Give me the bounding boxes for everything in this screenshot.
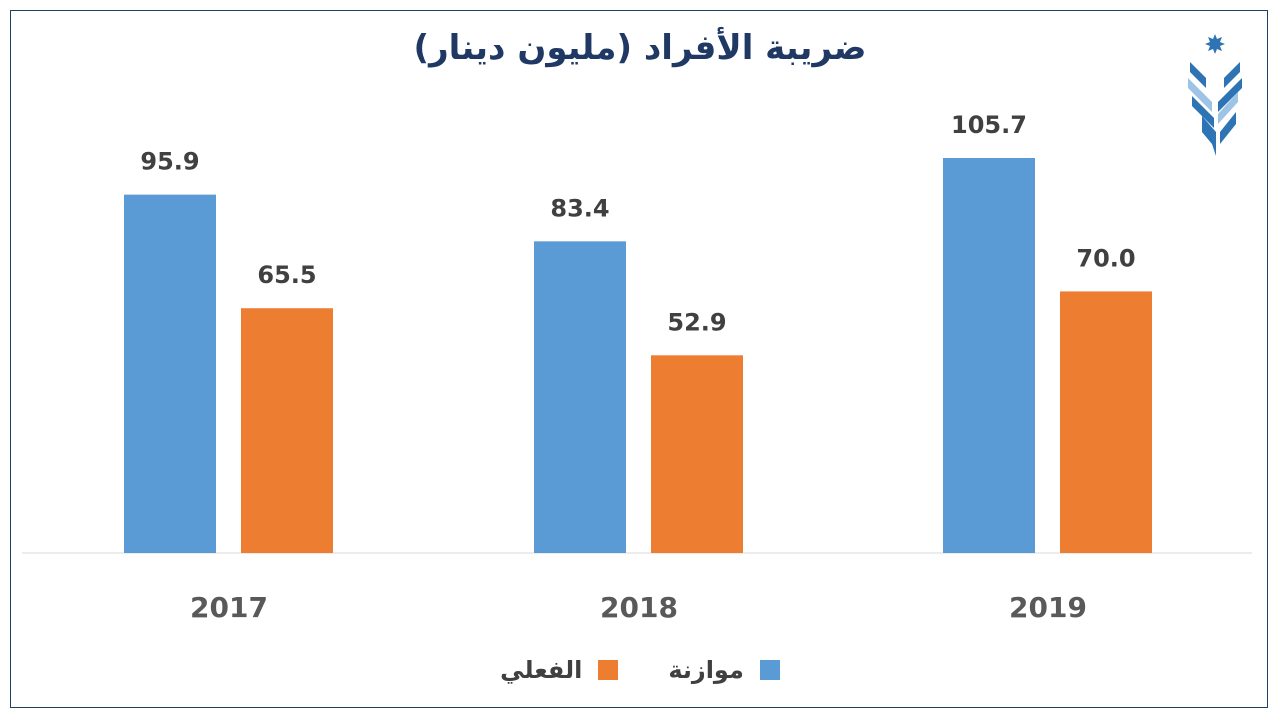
bar-2019-budget [943,158,1035,553]
bar-2017-actual [241,308,333,553]
data-label-2017-actual: 65.5 [257,261,316,289]
category-label-2018: 2018 [600,591,678,624]
legend-swatch-actual [598,660,619,680]
legend-swatch-budget [759,660,780,680]
data-label-2018-actual: 52.9 [667,308,726,336]
data-label-2019-budget: 105.7 [951,111,1027,139]
data-label-2019-actual: 70.0 [1076,244,1135,272]
bar-2018-budget [534,241,626,554]
bar-2018-actual [651,355,743,553]
data-label-2018-budget: 83.4 [550,194,609,222]
legend-item-budget: موازنة [668,656,780,684]
chart-frame [10,10,1268,708]
chart-legend: موازنة الفعلي [0,656,1280,684]
legend-label-budget: موازنة [668,656,744,684]
legend-item-actual: الفعلي [500,656,619,684]
bar-2019-actual [1060,291,1152,553]
bar-2017-budget [124,194,216,554]
chart-title: ضريبة الأفراد (مليون دينار) [413,28,867,68]
jordan-star-logo-icon [1188,34,1242,156]
category-label-2019: 2019 [1009,591,1087,624]
data-label-2017-budget: 95.9 [140,148,199,176]
legend-label-actual: الفعلي [500,656,583,684]
category-label-2017: 2017 [190,591,268,624]
